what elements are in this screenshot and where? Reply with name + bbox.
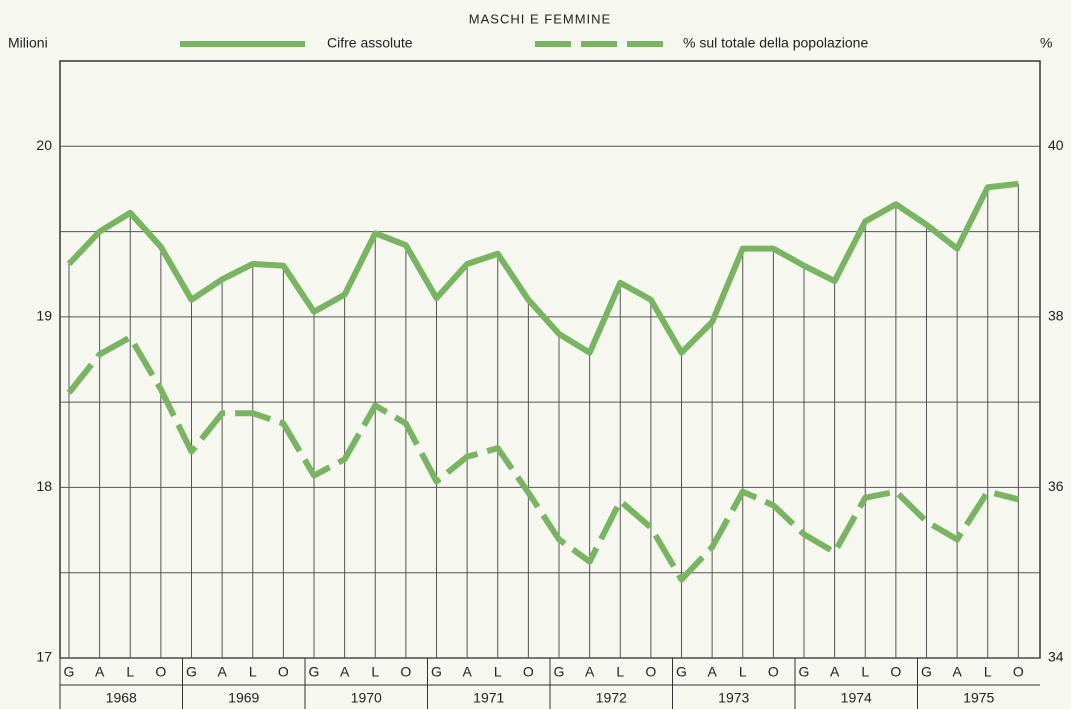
x-tick-label: A [462,664,472,680]
year-label: 1972 [596,690,627,706]
x-tick-label: O [768,664,779,680]
series-line [66,180,1019,356]
x-tick-label: O [1013,664,1024,680]
plot-frame [59,60,1041,659]
x-tick-label: L [371,664,379,680]
y2-tick-label: 38 [1048,308,1064,324]
year-label: 1970 [351,690,382,706]
x-tick-label: A [217,664,227,680]
year-label: 1969 [228,690,259,706]
y2-tick-label: 34 [1048,649,1064,665]
year-label: 1975 [963,690,994,706]
x-tick-label: G [554,664,565,680]
y-axis-label: Milioni [8,35,48,51]
x-tick-label: G [64,664,75,680]
x-tick-label: G [309,664,320,680]
year-label: 1974 [841,690,872,706]
year-label: 1973 [718,690,749,706]
series-line [66,334,1020,583]
y2-tick-label: 40 [1048,137,1064,153]
x-tick-label: A [585,664,595,680]
x-tick-label: L [494,664,502,680]
x-tick-label: G [186,664,197,680]
x-tick-label: A [707,664,717,680]
x-tick-label: O [523,664,534,680]
year-label: 1971 [473,690,504,706]
x-tick-label: L [249,664,257,680]
y-tick-label: 20 [36,137,52,153]
y2-tick-label: 36 [1048,478,1064,494]
x-tick-label: G [921,664,932,680]
x-tick-label: A [952,664,962,680]
x-tick-label: G [431,664,442,680]
x-tick-label: O [400,664,411,680]
x-tick-label: G [676,664,687,680]
y-tick-label: 17 [36,649,52,665]
x-tick-label: L [861,664,869,680]
x-tick-label: A [830,664,840,680]
x-tick-label: L [126,664,134,680]
year-label: 1968 [106,690,137,706]
x-tick-label: O [278,664,289,680]
x-tick-label: L [984,664,992,680]
y-tick-label: 19 [36,308,52,324]
x-tick-label: O [155,664,166,680]
x-tick-label: G [799,664,810,680]
x-tick-label: O [890,664,901,680]
legend-label: Cifre assolute [327,35,413,51]
x-tick-label: L [616,664,624,680]
y2-axis-label: % [1040,35,1052,51]
x-tick-label: L [739,664,747,680]
x-tick-label: O [645,664,656,680]
y-tick-label: 18 [36,478,52,494]
legend-label: % sul totale della popolazione [683,35,868,51]
chart-title: MASCHI E FEMMINE [469,11,611,26]
x-tick-label: A [95,664,105,680]
x-tick-label: A [340,664,350,680]
